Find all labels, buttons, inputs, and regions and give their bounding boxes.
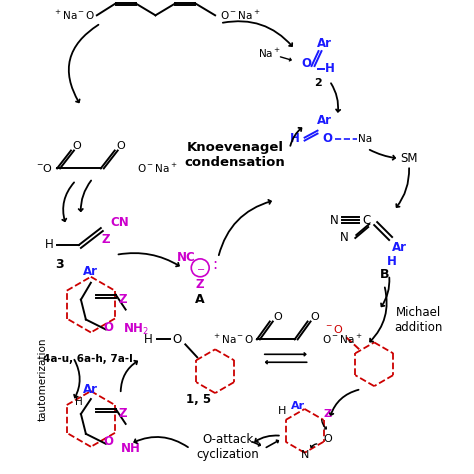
Text: NH: NH [121, 442, 141, 455]
Text: O: O [104, 321, 114, 334]
Text: Ar: Ar [392, 241, 407, 255]
Text: Ar: Ar [83, 383, 99, 396]
Text: $\mathregular{{}^+Na^-O}$: $\mathregular{{}^+Na^-O}$ [54, 9, 96, 22]
Text: Ar: Ar [317, 36, 332, 50]
Text: B: B [379, 268, 389, 281]
Text: 3: 3 [55, 258, 64, 271]
Text: N: N [301, 450, 309, 460]
Text: Na: Na [358, 134, 372, 144]
Text: 4a-u, 6a-h, 7a-l: 4a-u, 6a-h, 7a-l [43, 354, 133, 365]
Text: $\mathregular{O^-Na^+}$: $\mathregular{O^-Na^+}$ [220, 9, 261, 22]
Text: Z: Z [196, 278, 204, 291]
Text: $^-$O: $^-$O [324, 323, 345, 336]
Text: $^+$Na$^-$O: $^+$Na$^-$O [211, 333, 254, 346]
Text: NH$_2$: NH$_2$ [123, 322, 148, 337]
Text: Ar: Ar [291, 401, 305, 411]
Text: O: O [116, 140, 125, 151]
Text: O: O [173, 333, 182, 346]
Text: O: O [322, 132, 332, 145]
Text: 2: 2 [314, 78, 321, 88]
Text: $-$: $-$ [196, 263, 205, 273]
Text: Ar: Ar [83, 265, 99, 278]
Text: 1, 5: 1, 5 [186, 392, 211, 406]
Text: O: O [310, 311, 319, 321]
Text: H: H [387, 255, 397, 268]
Text: NC: NC [176, 251, 195, 264]
Text: O$^-$Na$^+$: O$^-$Na$^+$ [321, 333, 362, 346]
Text: Knoevenagel
condensation: Knoevenagel condensation [185, 141, 285, 170]
Text: H: H [75, 397, 83, 407]
Text: N: N [340, 231, 349, 245]
Text: O: O [273, 311, 282, 321]
Text: H: H [45, 238, 54, 251]
Text: SM: SM [400, 152, 418, 165]
Text: O: O [73, 140, 82, 151]
Text: O$^-$Na$^+$: O$^-$Na$^+$ [137, 162, 177, 175]
Text: H: H [325, 63, 334, 75]
Text: CN: CN [111, 216, 129, 228]
Text: O: O [301, 56, 311, 70]
Text: Ar: Ar [317, 114, 332, 127]
Text: H: H [278, 406, 286, 416]
Text: O-attack
cyclization: O-attack cyclization [197, 433, 259, 461]
Text: Z: Z [118, 408, 127, 420]
Text: Na$^+$: Na$^+$ [258, 46, 281, 60]
Text: Michael
addition: Michael addition [395, 306, 443, 334]
Text: tautomerization: tautomerization [38, 337, 48, 421]
Text: H: H [290, 132, 300, 145]
Text: Z: Z [118, 293, 127, 306]
Text: H: H [144, 333, 153, 346]
Text: $^{-}$O: $^{-}$O [36, 163, 53, 174]
Text: :: : [212, 257, 218, 273]
Text: O: O [323, 434, 332, 444]
Text: C: C [362, 214, 370, 227]
Text: A: A [195, 293, 205, 306]
Text: O: O [104, 435, 114, 448]
Text: Z: Z [323, 409, 331, 419]
Text: N: N [330, 214, 339, 227]
Text: Z: Z [101, 234, 110, 246]
